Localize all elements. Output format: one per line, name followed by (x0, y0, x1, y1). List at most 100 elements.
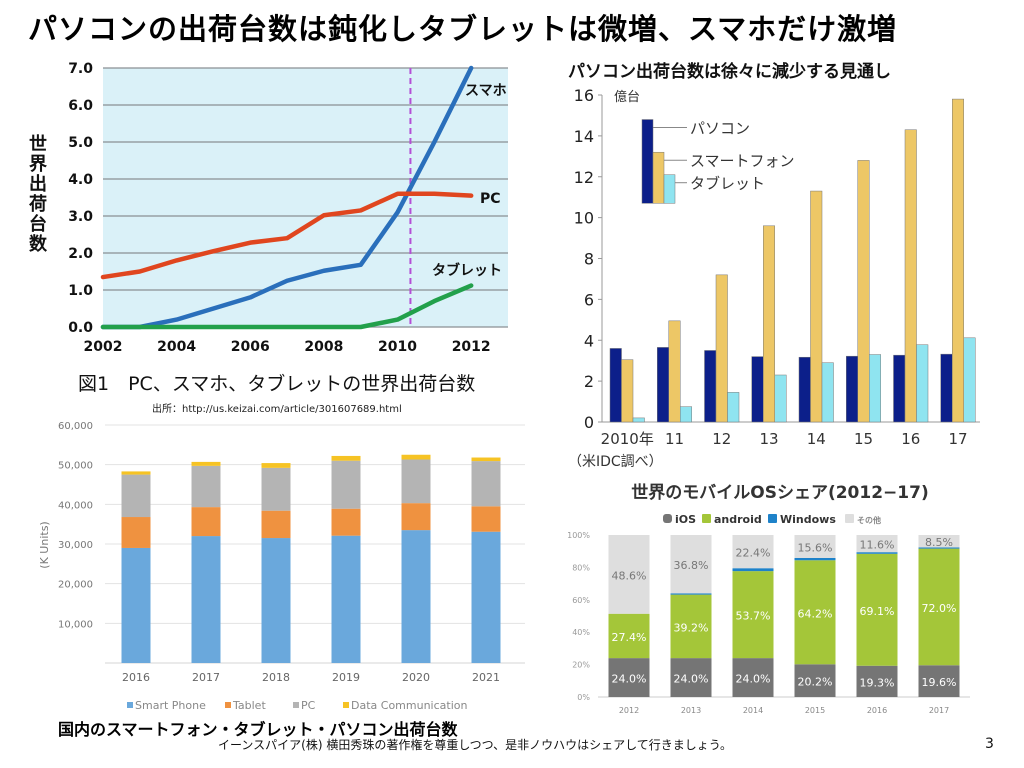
bar-segment-その他-2012 (608, 535, 650, 614)
bar-スマートフォン-11 (668, 320, 681, 423)
legend-swatch-Tablet (225, 702, 231, 708)
bar-segment-Tablet-2019 (331, 508, 361, 536)
bar-segment-iOS-2016 (856, 665, 898, 697)
series-label: スマホ (465, 83, 507, 99)
bar-segment-android-2012 (608, 613, 650, 659)
bar-segment-Tablet-2018 (261, 510, 291, 539)
bar-スマートフォン-14 (810, 190, 823, 423)
footer-note: イーンスパイア(株) 横田秀珠の著作権を尊重しつつ、是非ノウハウはシェアして行き… (218, 738, 733, 752)
y-axis-label-char: 数 (29, 233, 48, 255)
page-number: 3 (985, 736, 994, 752)
x-tick-label: 17 (948, 430, 967, 448)
chart1-source-link[interactable]: 出所：http://us.keizai.com/article/30160768… (152, 404, 402, 415)
y-tick-label: 0 (584, 413, 594, 432)
bar-segment-Smart-Phone-2020 (401, 530, 431, 663)
bar-タブレット-2010年 (632, 417, 645, 423)
x-tick-label: 14 (807, 430, 826, 448)
bar-segment-Data-Communication-2017 (191, 461, 221, 466)
legend-swatch-Data-Communication (343, 702, 349, 708)
series-line-PC (100, 191, 474, 280)
bar-パソコン-14 (798, 356, 811, 423)
bar-スマートフォン-13 (763, 225, 775, 423)
bar-パソコン-17 (940, 353, 953, 423)
bar-segment-iOS-2015 (794, 664, 836, 697)
bar-segment-iOS-2014 (732, 658, 774, 697)
x-tick-label: 2002 (84, 339, 123, 355)
bar-segment-Smart-Phone-2018 (261, 538, 291, 663)
data-label: 27.4% (612, 631, 647, 644)
x-tick-label: 2017 (192, 671, 220, 684)
mobile-os-share-chart: 世界のモバイルOSシェア(2012−17) iOS android Windows その… (567, 483, 970, 715)
bar-タブレット-15 (869, 354, 881, 423)
bar-segment-Tablet-2021 (471, 506, 501, 532)
x-tick-label: 2014 (743, 706, 763, 715)
slide-title: パソコンの出荷台数は鈍化しタブレットは微増、スマホだけ激増 (28, 12, 898, 46)
bar-segment-Data-Communication-2018 (261, 463, 291, 468)
bar-segment-android-2017 (918, 548, 960, 666)
bar-segment-android-2015 (794, 560, 836, 665)
bar-パソコン-13 (751, 356, 764, 423)
x-tick-label: 13 (759, 430, 778, 448)
bar-スマートフォン-12 (715, 274, 728, 423)
x-tick-label: 2006 (231, 339, 270, 355)
legend-label: iOS (675, 513, 696, 526)
legend-label: Data Communication (351, 699, 467, 712)
bar-segment-iOS-2012 (608, 658, 650, 697)
x-tick-label: 2012 (619, 706, 639, 715)
x-tick-label: 16 (901, 430, 920, 448)
bar-segment-android-2016 (856, 553, 898, 666)
bar-segment-iOS-2017 (918, 665, 960, 697)
windows-icon (768, 514, 777, 523)
legend-label: その他 (857, 515, 881, 525)
bar-segment-Tablet-2017 (191, 507, 221, 537)
bar-segment-その他-2013 (670, 535, 712, 594)
bar-segment-Windows-2014 (732, 568, 774, 572)
data-label: 8.5% (925, 536, 953, 549)
data-label: 69.1% (860, 605, 895, 618)
bar-segment-Tablet-2016 (121, 517, 151, 548)
y-tick-label: 14 (574, 127, 594, 146)
x-tick-label: 2012 (452, 339, 491, 355)
x-tick-label: 2013 (681, 706, 701, 715)
legend-swatch-Smart-Phone (127, 702, 133, 708)
y-tick-label: 60% (572, 596, 590, 605)
y-tick-label: 2 (584, 372, 594, 391)
bar-segment-PC-2016 (121, 474, 151, 518)
data-label: 64.2% (798, 607, 833, 620)
bar-segment-Data-Communication-2020 (401, 454, 431, 460)
y-tick-label: 7.0 (68, 61, 93, 77)
x-tick-label: 2020 (402, 671, 430, 684)
chart-title: パソコン出荷台数は徐々に減少する見通し (568, 61, 891, 82)
y-tick-label: 80% (572, 563, 590, 572)
y-axis-label-char: 界 (29, 154, 47, 175)
x-tick-label: 2016 (122, 671, 150, 684)
bar-segment-PC-2017 (191, 465, 221, 508)
legend-swatch-パソコン (641, 119, 654, 204)
series-line-タブレット (100, 283, 474, 330)
data-label: 53.7% (736, 610, 771, 623)
y-tick-label: 20% (572, 661, 590, 670)
series-label: PC (480, 191, 501, 207)
legend-label: パソコン (690, 120, 750, 138)
y-tick-label: 100% (567, 531, 590, 540)
x-tick-label: 11 (665, 430, 684, 448)
chart3-caption: 国内のスマートフォン・タブレット・パソコン出荷台数 (58, 720, 458, 739)
bar-segment-Smart-Phone-2016 (121, 547, 151, 663)
bar-segment-PC-2020 (401, 459, 431, 504)
y-tick-label: 4.0 (68, 172, 93, 188)
global-shipments-line-chart: 0.0 1.0 2.0 3.0 4.0 5.0 6.0 7.0 2002 2004 2006 2008… (29, 61, 508, 355)
x-tick-label: 2017 (929, 706, 949, 715)
legend-swatch-PC (293, 702, 299, 708)
y-tick-label: 0% (577, 693, 590, 702)
y-tick-label: 30,000 (58, 540, 93, 551)
legend-label: android (714, 513, 762, 526)
chart1-caption: 図1 PC、スマホ、タブレットの世界出荷台数 (78, 373, 476, 395)
x-tick-label: 2018 (262, 671, 290, 684)
data-label: 15.6% (798, 542, 833, 555)
y-tick-label: 2.0 (68, 246, 93, 262)
bar-segment-Smart-Phone-2017 (191, 536, 221, 663)
bar-segment-Tablet-2020 (401, 503, 431, 531)
bar-segment-Windows-2017 (918, 547, 960, 549)
legend-swatch-タブレット (663, 174, 676, 204)
x-tick-label: 2016 (867, 706, 887, 715)
